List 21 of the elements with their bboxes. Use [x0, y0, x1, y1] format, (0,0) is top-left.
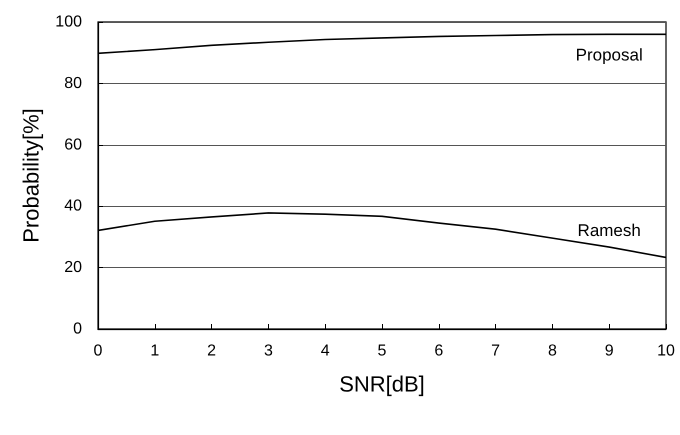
- y-axis-title: Probability[%]: [18, 108, 44, 243]
- x-tick-label: 0: [94, 342, 103, 360]
- x-axis-title: SNR[dB]: [339, 372, 425, 396]
- y-tick-label: 80: [64, 74, 82, 92]
- x-tick-label: 5: [378, 342, 387, 360]
- x-tick-label: 7: [491, 342, 500, 360]
- x-tick-label: 10: [657, 342, 675, 360]
- y-tick-label: 0: [73, 320, 82, 338]
- x-tick-label: 2: [207, 342, 216, 360]
- y-tick-label: 60: [64, 136, 82, 154]
- y-tick-label: 100: [55, 14, 82, 30]
- series-label: Proposal: [576, 45, 643, 64]
- x-tick-label: 1: [150, 342, 160, 360]
- y-tick-label: 40: [64, 198, 82, 215]
- x-tick-label: 6: [434, 342, 444, 360]
- y-tick-label: 20: [64, 259, 82, 276]
- x-tick-label: 9: [604, 342, 614, 360]
- x-tick-label: 8: [548, 342, 557, 360]
- x-tick-label: 3: [264, 342, 273, 360]
- x-tick-label: 4: [320, 342, 330, 360]
- series-label: Ramesh: [578, 221, 641, 240]
